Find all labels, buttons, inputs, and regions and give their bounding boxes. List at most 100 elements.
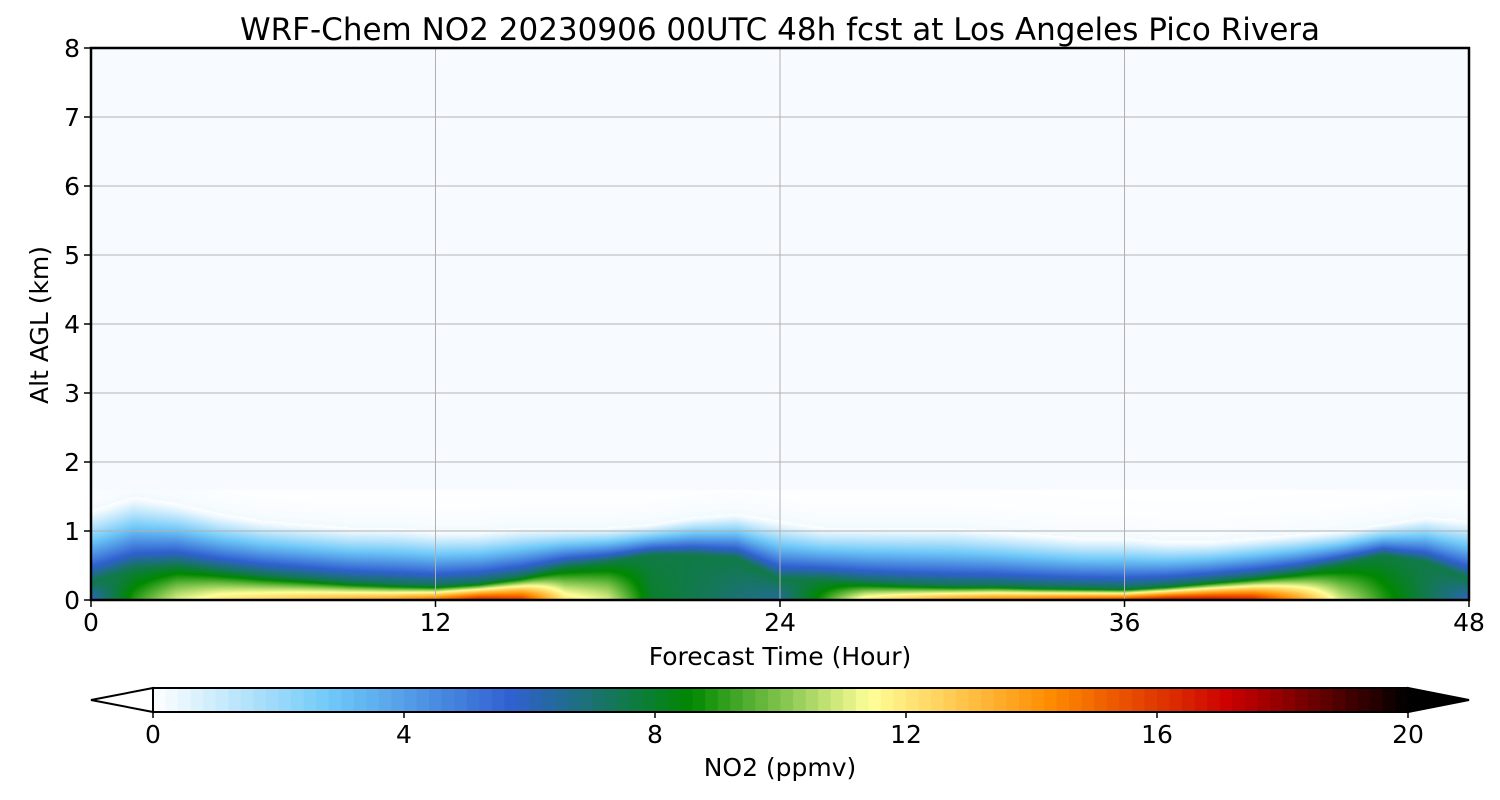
- colorbar-segment: [1069, 688, 1083, 712]
- colorbar-segment: [228, 688, 242, 712]
- colorbar-segment: [1269, 688, 1284, 712]
- colorbar-segment: [1144, 688, 1158, 712]
- x-tick-label: 36: [1109, 608, 1141, 637]
- colorbar-segment: [240, 688, 254, 712]
- colorbar-segment: [353, 688, 367, 712]
- colorbar-segment: [491, 688, 505, 712]
- colorbar-label: NO2 (ppmv): [704, 753, 857, 782]
- colorbar-segment: [680, 688, 694, 712]
- x-tick-label: 0: [83, 608, 99, 637]
- colorbar-segment: [529, 688, 543, 712]
- colorbar-segment: [1031, 688, 1045, 712]
- colorbar-segment: [1295, 688, 1309, 712]
- colorbar-tick-label: 16: [1141, 720, 1173, 749]
- colorbar-segment: [190, 688, 204, 712]
- colorbar-segment: [604, 688, 618, 712]
- colorbar-tick-label: 4: [396, 720, 412, 749]
- colorbar-segment: [391, 688, 405, 712]
- colorbar-segment: [454, 688, 468, 712]
- colorbar-segment: [667, 688, 681, 712]
- colorbar-segment: [617, 688, 631, 712]
- colorbar-segment: [1018, 688, 1033, 712]
- y-tick-label: 4: [64, 310, 80, 339]
- colorbar-extend-high: [1407, 686, 1470, 714]
- colorbar-segment: [466, 688, 480, 712]
- plot-area: [89, 46, 1471, 602]
- colorbar-segment: [692, 688, 706, 712]
- colorbar-tick-label: 0: [145, 720, 161, 749]
- y-tick-label: 8: [64, 34, 80, 63]
- colorbar-segment: [1006, 688, 1020, 712]
- colorbar-segment: [868, 688, 882, 712]
- colorbar-segment: [1357, 688, 1371, 712]
- colorbar-segment: [1345, 688, 1359, 712]
- colorbar-segment: [554, 688, 568, 712]
- colorbar: [90, 686, 1470, 714]
- y-tick-label: 3: [64, 379, 80, 408]
- colorbar-segment: [479, 688, 493, 712]
- colorbar-segment: [1307, 688, 1321, 712]
- colorbar-segment: [1320, 688, 1334, 712]
- colorbar-segment: [516, 688, 531, 712]
- colorbar-segment: [805, 688, 819, 712]
- colorbar-segment: [567, 688, 581, 712]
- colorbar-segment: [780, 688, 794, 712]
- colorbar-segment: [253, 688, 267, 712]
- x-tick-label: 24: [764, 608, 796, 637]
- colorbar-segment: [1081, 688, 1095, 712]
- colorbar-extend-low: [90, 686, 154, 714]
- colorbar-segment: [717, 688, 731, 712]
- colorbar-segment: [328, 688, 342, 712]
- colorbar-segment: [1395, 688, 1409, 712]
- colorbar-segment: [378, 688, 393, 712]
- colorbar-tick-label: 12: [890, 720, 922, 749]
- colorbar-segment: [830, 688, 844, 712]
- colorbar-segment: [855, 688, 869, 712]
- colorbar-segment: [629, 688, 644, 712]
- y-tick-label: 7: [64, 103, 80, 132]
- y-tick-label: 6: [64, 172, 80, 201]
- colorbar-segment: [441, 688, 455, 712]
- colorbar-segment: [1157, 688, 1171, 712]
- colorbar-segment: [1119, 688, 1133, 712]
- colorbar-segment: [767, 688, 782, 712]
- colorbar-segment: [1232, 688, 1246, 712]
- colorbar-segment: [303, 688, 317, 712]
- colorbar-segment: [203, 688, 217, 712]
- colorbar-tick-label: 20: [1392, 720, 1424, 749]
- colorbar-segment: [1194, 688, 1208, 712]
- colorbar-segment: [956, 688, 970, 712]
- x-axis: 0 12 24 36 48: [83, 600, 1485, 637]
- colorbar-segment: [968, 688, 982, 712]
- colorbar-segment: [542, 688, 556, 712]
- colorbar-segment: [592, 688, 606, 712]
- colorbar-segment: [416, 688, 430, 712]
- colorbar-segment: [1382, 688, 1397, 712]
- x-tick-label: 12: [420, 608, 452, 637]
- colorbar-segment: [1044, 688, 1058, 712]
- colorbar-segment: [366, 688, 380, 712]
- colorbar-segment: [818, 688, 832, 712]
- colorbar-segment: [579, 688, 593, 712]
- colorbar-segment: [1207, 688, 1221, 712]
- colorbar-segment: [265, 688, 280, 712]
- colorbar-segment: [165, 688, 179, 712]
- colorbar-segment: [1106, 688, 1120, 712]
- y-tick-label: 0: [64, 586, 80, 615]
- colorbar-segment: [705, 688, 719, 712]
- colorbar-segment: [1131, 688, 1146, 712]
- colorbar-segment: [1257, 688, 1271, 712]
- y-axis-label: Alt AGL (km): [25, 246, 54, 404]
- chart-title: WRF-Chem NO2 20230906 00UTC 48h fcst at …: [240, 12, 1320, 48]
- colorbar-segment: [1056, 688, 1070, 712]
- colorbar-segment: [730, 688, 744, 712]
- colorbar-segment: [1332, 688, 1346, 712]
- colorbar-segment: [993, 688, 1007, 712]
- colorbar-segment: [981, 688, 995, 712]
- colorbar-segment: [1169, 688, 1183, 712]
- colorbar-segment: [943, 688, 957, 712]
- colorbar-segment: [918, 688, 932, 712]
- colorbar-segment: [291, 688, 305, 712]
- colorbar-segment: [755, 688, 769, 712]
